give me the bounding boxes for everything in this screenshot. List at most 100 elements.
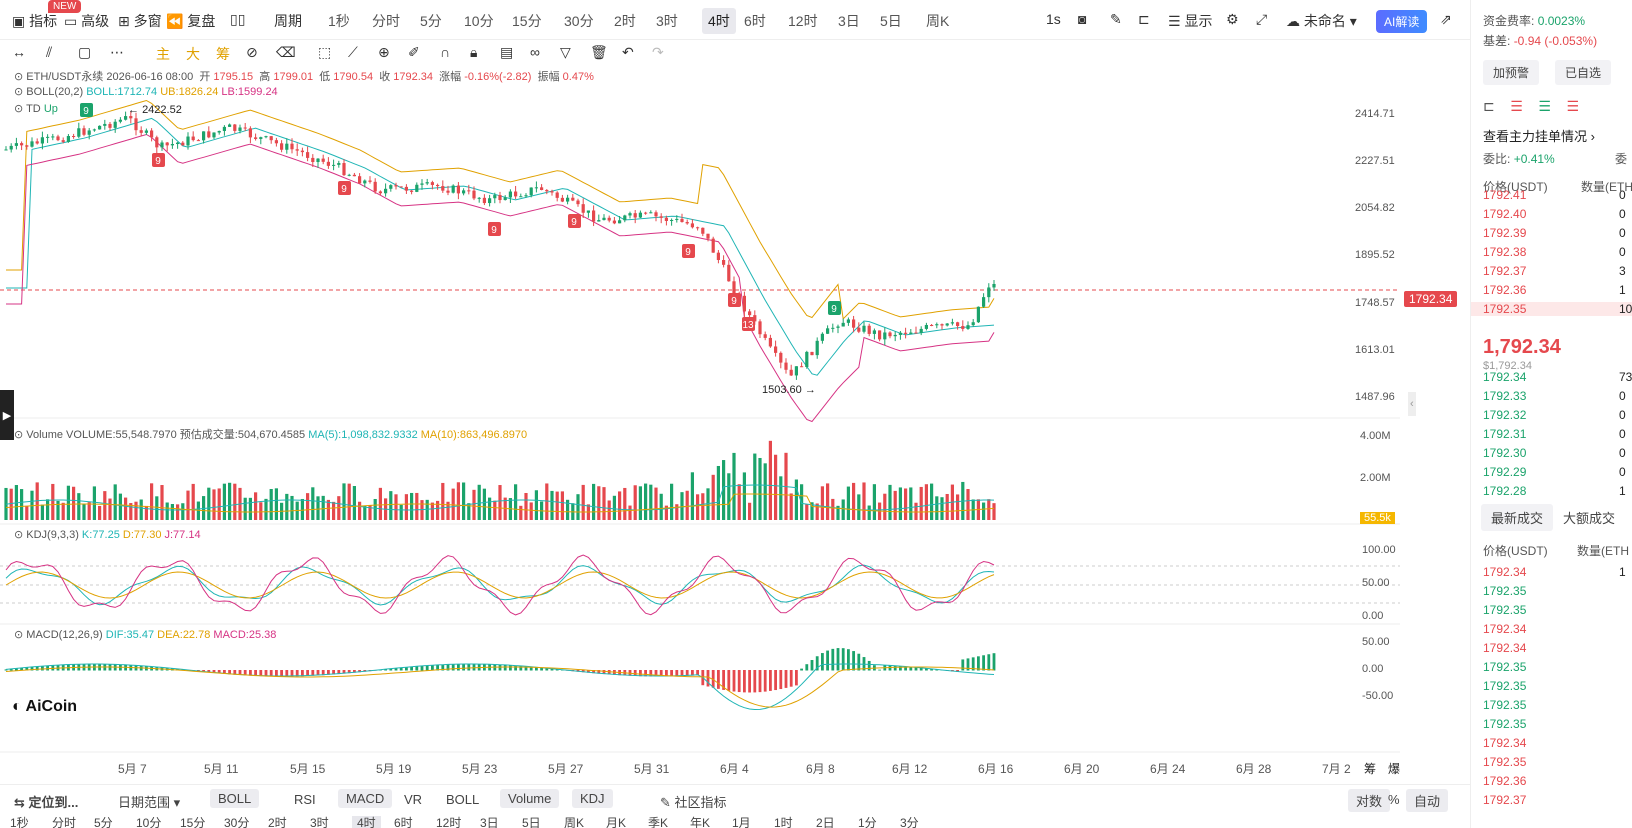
indicator-tab-kdj[interactable]: KDJ	[572, 789, 613, 808]
advanced-button[interactable]: ▭ 高级	[64, 13, 110, 29]
redo-icon[interactable]: ↷	[652, 44, 664, 60]
multiwindow-button[interactable]: ⊞ 多窗	[118, 13, 162, 29]
timeframe-10[interactable]: 12时	[788, 13, 818, 29]
bid-price[interactable]: 1792.34	[1483, 370, 1527, 384]
tab-large-trades[interactable]: 大额成交	[1563, 511, 1616, 526]
share-icon[interactable]: ⇗	[1440, 11, 1452, 27]
timeframe-5[interactable]: 30分	[564, 13, 594, 29]
bid-price[interactable]: 1792.31	[1483, 427, 1527, 441]
timeframe-8[interactable]: 4时	[702, 8, 736, 34]
timeframe-9[interactable]: 6时	[744, 13, 766, 29]
timeframe-3[interactable]: 10分	[464, 13, 494, 29]
ask-price[interactable]: 1792.35	[1471, 302, 1632, 316]
watchlist-button[interactable]: 已自选	[1555, 60, 1612, 85]
cursor-icon[interactable]: ⬚	[318, 44, 332, 60]
bottom-timeframe-13[interactable]: 周K	[564, 816, 585, 828]
date-range-button[interactable]: 日期范围 ▾	[118, 795, 181, 810]
timeframe-4[interactable]: 15分	[512, 13, 542, 29]
main-chip-button[interactable]: 主	[156, 46, 170, 62]
collapse-right-icon[interactable]: ‹	[1408, 392, 1416, 416]
bid-price[interactable]: 1792.29	[1483, 465, 1527, 479]
camera-icon[interactable]: ◙	[1078, 11, 1087, 27]
ask-price[interactable]: 1792.36	[1483, 283, 1527, 297]
ask-price[interactable]: 1792.37	[1483, 264, 1527, 278]
undo-icon[interactable]: ↶	[622, 44, 634, 60]
ask-price[interactable]: 1792.40	[1483, 207, 1527, 221]
bid-price[interactable]: 1792.30	[1483, 446, 1527, 460]
replay-button[interactable]: ⏪ 复盘	[166, 13, 216, 29]
timeframe-6[interactable]: 2时	[614, 13, 636, 29]
bottom-timeframe-0[interactable]: 1秒	[10, 816, 29, 828]
indicator-tab-volume[interactable]: Volume	[500, 789, 560, 808]
trend-line-icon[interactable]: ⫽	[46, 44, 53, 60]
axis-extra-button[interactable]: 爆	[1388, 762, 1401, 776]
bottom-timeframe-19[interactable]: 2日	[816, 816, 835, 828]
ask-price[interactable]: 1792.38	[1483, 245, 1527, 259]
timeframe-7[interactable]: 3时	[656, 13, 678, 29]
bottom-timeframe-7[interactable]: 3时	[310, 816, 329, 828]
lock-icon[interactable]: 🔒︎	[470, 44, 478, 60]
timeframe-1[interactable]: 分时	[372, 13, 400, 29]
ai-interpret-button[interactable]: AI解读	[1376, 10, 1428, 33]
rectangle-icon[interactable]: ▢	[78, 44, 92, 60]
compare-icon[interactable]: ⊘	[246, 44, 258, 60]
indicator-tab-vr[interactable]: VR	[404, 792, 423, 807]
chart-type-icon[interactable]: ▯▯	[230, 11, 246, 27]
display-button[interactable]: ☰ 显示	[1168, 13, 1213, 29]
boll-selected-button[interactable]: BOLL	[210, 789, 260, 808]
settings-icon[interactable]: ⚙	[1226, 11, 1239, 27]
bottom-timeframe-14[interactable]: 月K	[606, 816, 627, 828]
bottom-timeframe-17[interactable]: 1月	[732, 816, 751, 828]
chart-area[interactable]: 9 9 9 9 9 9 13 9 9	[0, 66, 1462, 786]
bottom-timeframe-4[interactable]: 15分	[180, 816, 206, 828]
bottom-timeframe-18[interactable]: 1时	[774, 816, 793, 828]
price-chart-canvas[interactable]: 9 9 9 9 9 9 13 9 9	[0, 66, 1462, 786]
tab-latest-trades[interactable]: 最新成交	[1481, 504, 1554, 531]
timeframe-0[interactable]: 1秒	[328, 13, 350, 29]
cloud-layout-button[interactable]: ☁ 未命名 ▾	[1286, 13, 1357, 29]
interval-button[interactable]: 1s	[1046, 11, 1061, 27]
magnet-icon[interactable]: ∩	[440, 44, 451, 60]
bottom-timeframe-5[interactable]: 30分	[224, 816, 250, 828]
bottom-timeframe-11[interactable]: 3日	[480, 816, 499, 828]
bottom-timeframe-20[interactable]: 1分	[858, 816, 877, 828]
bid-price[interactable]: 1792.33	[1483, 389, 1527, 403]
timeframe-11[interactable]: 3日	[838, 13, 860, 29]
bottom-timeframe-21[interactable]: 3分	[900, 816, 919, 828]
percent-scale-button[interactable]: %	[1388, 792, 1400, 807]
ask-price[interactable]: 1792.39	[1483, 226, 1527, 240]
indicator-tab-macd[interactable]: MACD	[338, 789, 393, 808]
fullscreen-icon[interactable]: ⤢	[1256, 11, 1268, 27]
timeframe-13[interactable]: 周K	[926, 13, 950, 29]
more-icon[interactable]: ⋯	[110, 44, 124, 60]
auto-scale-button[interactable]: 自动	[1406, 789, 1449, 812]
draw-mode-icon[interactable]: ✐	[408, 44, 420, 60]
bottom-timeframe-9[interactable]: 6时	[394, 816, 413, 828]
bid-price[interactable]: 1792.28	[1483, 484, 1527, 498]
log-scale-button[interactable]: 对数	[1348, 789, 1391, 812]
link-icon[interactable]: ∞	[530, 44, 540, 60]
note-icon[interactable]: ▤	[500, 44, 514, 60]
bottom-timeframe-8[interactable]: 4时	[352, 816, 381, 828]
axis-extra-button[interactable]: 筹	[1364, 762, 1377, 776]
locate-button[interactable]: ⇆ 定位到...	[14, 795, 79, 810]
ask-price[interactable]: 1792.41	[1483, 188, 1527, 202]
indicator-tab-rsi[interactable]: RSI	[294, 792, 316, 807]
chip-button[interactable]: 筹	[216, 46, 230, 62]
bottom-timeframe-6[interactable]: 2时	[268, 816, 287, 828]
bottom-timeframe-16[interactable]: 年K	[690, 816, 711, 828]
period-button[interactable]: 周期	[274, 13, 302, 29]
zoom-icon[interactable]: ⊕	[378, 44, 390, 60]
bottom-timeframe-10[interactable]: 12时	[436, 816, 462, 828]
depth-view-icons[interactable]: ⊏ ☰ ☰ ☰	[1483, 98, 1580, 114]
indicator-button[interactable]: ▣ 指标	[12, 13, 58, 29]
pen-icon[interactable]: ✎	[1110, 11, 1122, 27]
bottom-timeframe-15[interactable]: 季K	[648, 816, 669, 828]
depth-link[interactable]: 查看主力挂单情况 ›	[1483, 129, 1595, 144]
bottom-timeframe-1[interactable]: 分时	[52, 816, 77, 828]
filter-icon[interactable]: ▽	[560, 44, 571, 60]
horizontal-line-icon[interactable]: ↔	[12, 44, 26, 60]
add-alert-button[interactable]: 加预警	[1483, 60, 1540, 85]
trash-icon[interactable]: 🗑︎	[590, 44, 608, 60]
expand-left-panel-icon[interactable]: ▶	[0, 390, 14, 440]
